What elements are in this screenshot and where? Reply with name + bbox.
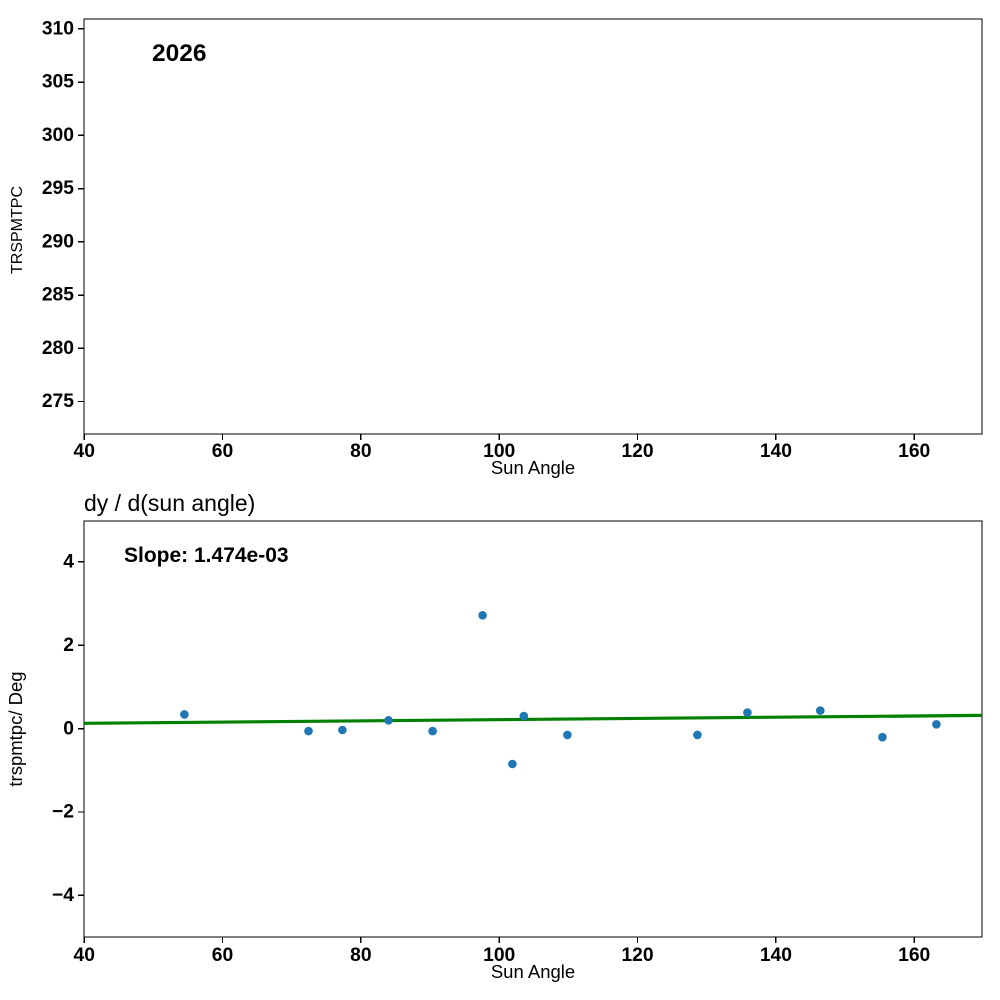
- svg-text:80: 80: [350, 441, 371, 462]
- svg-text:4: 4: [63, 552, 74, 573]
- svg-text:140: 140: [760, 945, 792, 966]
- svg-text:275: 275: [42, 391, 74, 412]
- svg-text:−2: −2: [52, 802, 74, 823]
- svg-text:160: 160: [898, 441, 930, 462]
- svg-text:Sun Angle: Sun Angle: [491, 457, 575, 478]
- svg-text:120: 120: [621, 441, 653, 462]
- svg-text:60: 60: [212, 945, 233, 966]
- svg-text:40: 40: [73, 945, 94, 966]
- svg-text:trspmtpc/ Deg: trspmtpc/ Deg: [5, 671, 26, 786]
- svg-text:80: 80: [350, 945, 371, 966]
- svg-text:40: 40: [73, 441, 94, 462]
- svg-text:300: 300: [42, 125, 74, 146]
- svg-text:295: 295: [42, 178, 74, 199]
- svg-text:TRSPMTPC: TRSPMTPC: [9, 186, 26, 274]
- svg-text:Slope: 1.474e-03: Slope: 1.474e-03: [124, 544, 289, 567]
- svg-text:−4: −4: [52, 885, 74, 906]
- svg-text:290: 290: [42, 231, 74, 252]
- svg-text:280: 280: [42, 338, 74, 359]
- svg-text:140: 140: [760, 441, 792, 462]
- svg-text:310: 310: [42, 19, 74, 40]
- svg-text:2: 2: [63, 635, 74, 656]
- svg-text:2026: 2026: [152, 40, 207, 67]
- svg-text:0: 0: [63, 718, 74, 739]
- svg-text:160: 160: [898, 945, 930, 966]
- svg-text:285: 285: [42, 285, 74, 306]
- svg-text:305: 305: [42, 72, 74, 93]
- svg-text:120: 120: [621, 945, 653, 966]
- svg-text:dy / d(sun angle): dy / d(sun angle): [84, 490, 255, 516]
- svg-text:60: 60: [212, 441, 233, 462]
- svg-text:Sun Angle: Sun Angle: [491, 961, 575, 982]
